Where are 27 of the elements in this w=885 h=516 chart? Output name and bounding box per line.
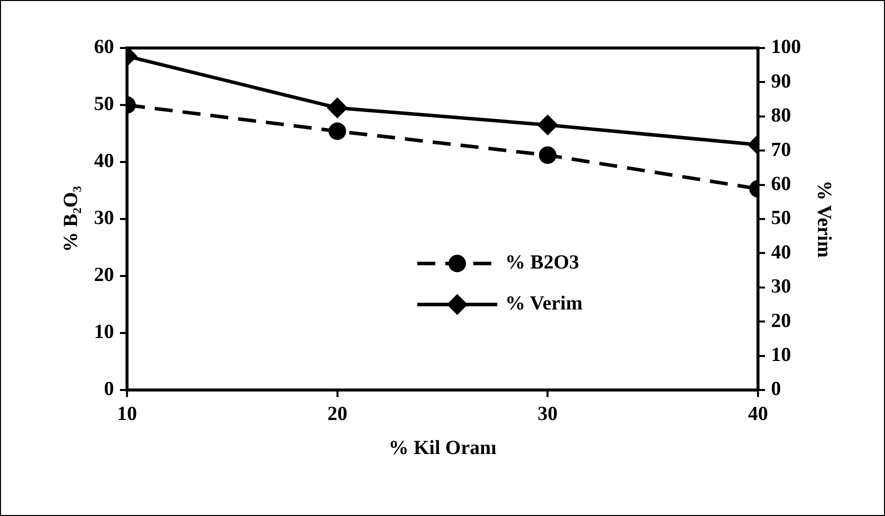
- x-tick-label: 10: [117, 403, 137, 426]
- y2-tick-label: 90: [771, 70, 791, 92]
- y2-tick-label: 0: [771, 378, 781, 400]
- y-axis-title: % B₂O₃: [60, 186, 82, 252]
- y2-tick-label: 70: [771, 138, 791, 161]
- x-tick-label: 20: [327, 403, 348, 426]
- y2-tick-label: 40: [771, 241, 791, 264]
- y2-tick-label: 100: [771, 36, 801, 58]
- y-tick-label: 30: [94, 207, 114, 230]
- y2-axis-title: % Verim: [812, 180, 835, 258]
- y2-tick-label: 30: [771, 276, 791, 298]
- y-tick-label: 50: [94, 93, 114, 116]
- y-tick-label: 0: [104, 378, 114, 400]
- y2-tick-label: 20: [771, 310, 791, 332]
- y2-tick-label: 60: [771, 172, 791, 195]
- y-tick-label: 60: [94, 36, 114, 58]
- y2-tick-label: 10: [771, 344, 791, 366]
- y-tick-label: 20: [94, 264, 114, 286]
- y2-tick-label: 80: [771, 104, 791, 127]
- legend-label: % Verim: [505, 292, 583, 315]
- x-tick-label: 30: [538, 403, 558, 426]
- y-tick-label: 40: [94, 150, 114, 172]
- x-tick-label: 40: [748, 403, 768, 426]
- y-tick-label: 10: [94, 321, 114, 344]
- x-axis-title: % Kil Oranı: [388, 437, 497, 460]
- legend-label: % B2O3: [505, 252, 580, 274]
- y2-tick-label: 50: [771, 207, 791, 230]
